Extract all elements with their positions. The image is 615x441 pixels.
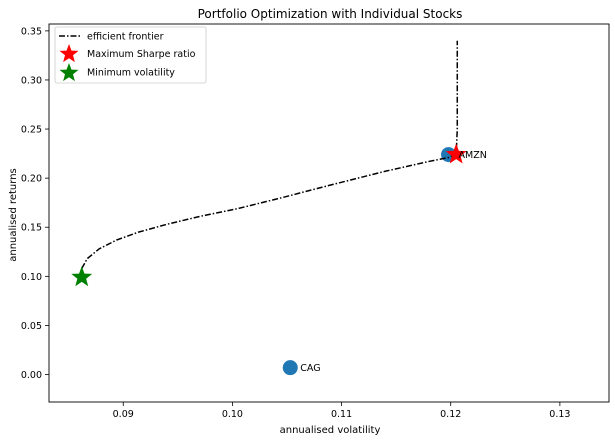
- stock-label-amzn: AMZN: [459, 150, 487, 161]
- chart-title: Portfolio Optimization with Individual S…: [198, 7, 463, 21]
- legend-max-sharpe-label: Maximum Sharpe ratio: [87, 49, 196, 60]
- y-tick-label: 0.30: [21, 75, 42, 86]
- plot-area-frame: [48, 23, 610, 403]
- min-volatility-star: [71, 266, 93, 287]
- legend-star-shape: [59, 63, 79, 82]
- legend-max-sharpe-star: [59, 44, 79, 63]
- y-tick-label: 0.00: [21, 370, 42, 381]
- y-tick-label: 0.15: [21, 223, 42, 234]
- y-axis-label: annualised returns: [8, 168, 19, 262]
- stock-label-cag: CAG: [300, 363, 320, 374]
- x-tick-label: 0.12: [440, 409, 461, 420]
- x-tick-label: 0.11: [331, 409, 352, 420]
- y-tick-label: 0.05: [21, 321, 42, 332]
- y-tick-label: 0.25: [21, 125, 42, 136]
- legend-box: [54, 26, 207, 84]
- y-tick-label: 0.10: [21, 272, 42, 283]
- x-tick-label: 0.10: [222, 409, 243, 420]
- max-sharpe-star: [445, 143, 467, 164]
- legend: efficient frontier Maximum Sharpe ratio …: [54, 26, 207, 84]
- x-axis-label: annualised volatility: [280, 425, 381, 436]
- y-axis: 0.00 0.05 0.10 0.15 0.20 0.25 0.30 0.35: [21, 26, 49, 381]
- y-tick-label: 0.20: [21, 174, 42, 185]
- y-tick-label: 0.35: [21, 26, 42, 37]
- legend-star-shape: [59, 44, 79, 63]
- plot-marks: AMZN CAG: [71, 40, 487, 376]
- legend-frontier-label: efficient frontier: [87, 32, 164, 43]
- legend-min-volatility-star: [59, 63, 79, 82]
- x-tick-label: 0.13: [549, 409, 570, 420]
- x-tick-label: 0.09: [113, 409, 134, 420]
- legend-min-volatility-label: Minimum volatility: [87, 68, 175, 79]
- stock-point-cag: [282, 360, 298, 376]
- x-axis: 0.09 0.10 0.11 0.12 0.13: [113, 402, 570, 420]
